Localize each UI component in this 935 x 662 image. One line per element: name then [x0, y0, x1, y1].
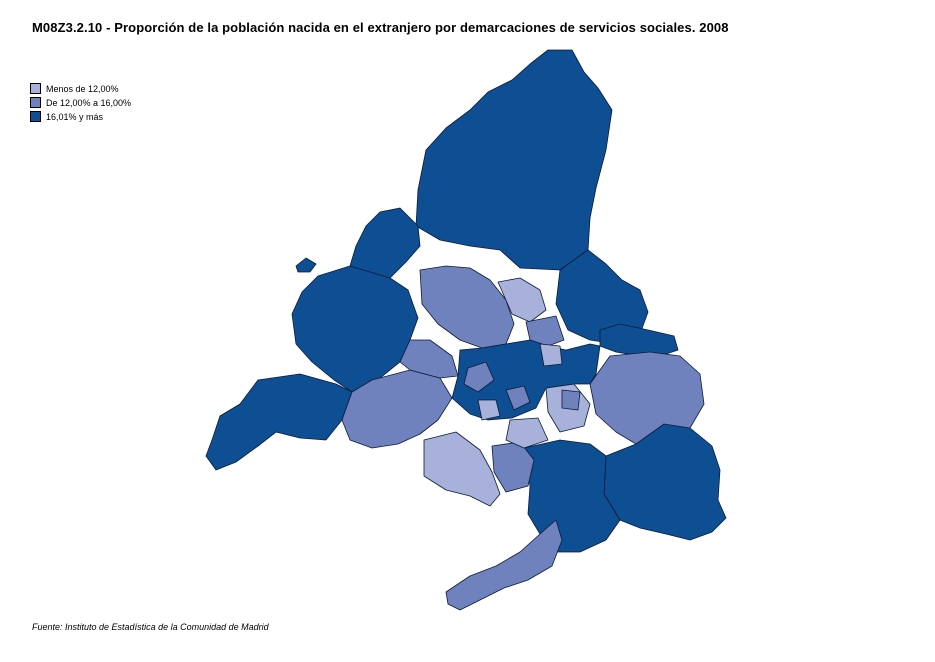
region-city-mid-1: [463, 361, 495, 393]
legend-item-mid: De 12,00% a 16,00%: [30, 96, 131, 109]
region-southeast: [603, 423, 727, 541]
region-south-panhandle: [445, 519, 563, 611]
legend-label-mid: De 12,00% a 16,00%: [46, 97, 132, 108]
region-south-central: [523, 439, 621, 553]
legend-item-high: 16,01% y más: [30, 110, 131, 123]
region-northwest: [349, 207, 421, 279]
region-south-light-2: [505, 417, 549, 449]
region-city-light-2: [477, 399, 501, 421]
region-east-center: [599, 323, 679, 357]
region-north-sierra: [415, 49, 613, 271]
region-northeast: [555, 249, 649, 345]
legend-label-high: 16,01% y más: [46, 111, 104, 122]
source-note: Fuente: Instituto de Estadística de la C…: [32, 622, 269, 632]
legend-item-low: Menos de 12,00%: [30, 82, 131, 95]
legend-label-low: Menos de 12,00%: [46, 83, 119, 94]
region-city-light-1: [539, 343, 563, 367]
map-title: M08Z3.2.10 - Proporción de la población …: [32, 20, 729, 35]
region-south-light: [423, 431, 501, 507]
region-southwest: [205, 373, 353, 471]
region-city-mid-3: [561, 389, 581, 411]
legend-swatch-high: [30, 111, 41, 122]
region-west-inner: [399, 339, 459, 379]
legend-swatch-mid: [30, 97, 41, 108]
region-city-mid-2: [505, 385, 531, 411]
region-north-light: [497, 277, 547, 323]
region-north-small: [525, 315, 565, 347]
legend-swatch-low: [30, 83, 41, 94]
region-islet: [295, 257, 317, 273]
map-legend: Menos de 12,00% De 12,00% a 16,00% 16,01…: [30, 82, 131, 124]
region-north-ring: [419, 265, 515, 349]
